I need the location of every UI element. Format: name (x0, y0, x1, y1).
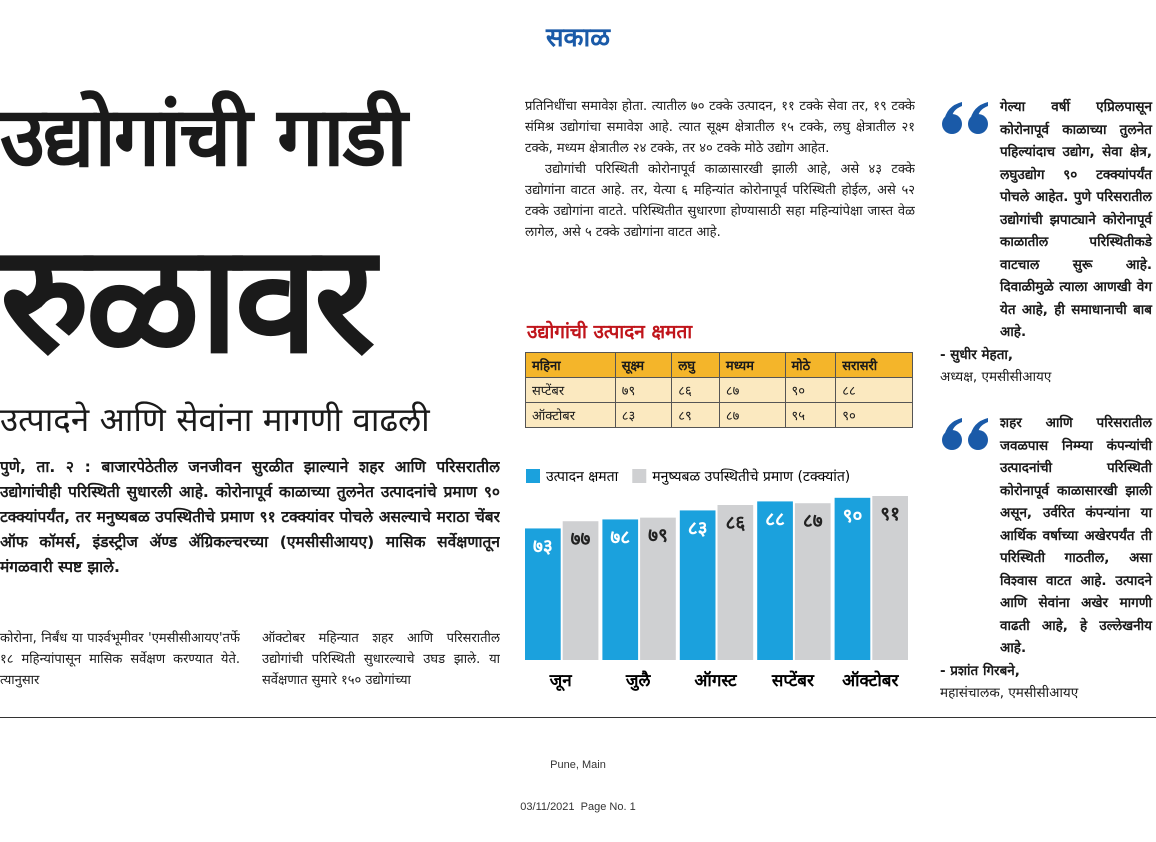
subheadline: उत्पादने आणि सेवांना मागणी वाढली (0, 400, 430, 439)
quote-author: - सुधीर मेहता, (940, 346, 1014, 363)
header-cell: लघु (671, 352, 720, 378)
table-cell: ८३ (614, 402, 673, 428)
bar (640, 517, 676, 660)
legend-label: मनुष्यबळ उपस्थितीचे प्रमाण (टक्क्यांत) (652, 468, 850, 485)
table-cell: ९० (784, 377, 837, 403)
bar (872, 496, 908, 660)
paragraph: उद्योगांची परिस्थिती कोरोनापूर्व काळासार… (525, 162, 915, 240)
table-cell: ८८ (835, 377, 913, 403)
header-cell: सूक्ष्म (614, 352, 673, 378)
body-column: प्रतिनिधींचा समावेश होता. त्यातील ७० टक्… (525, 96, 915, 296)
lead-paragraph: पुणे, ता. २ : बाजारपेठेतील जनजीवन सुरळीत… (0, 458, 500, 576)
masthead: सकाळ (545, 23, 611, 53)
bar (525, 528, 561, 660)
table-cell: ८७ (718, 377, 786, 403)
table-cell: ९० (835, 402, 913, 428)
table-cell: ऑक्टोबर (525, 402, 616, 428)
bar (717, 505, 754, 660)
headline: रुळावर (0, 215, 375, 385)
table-cell: ८९ (671, 402, 720, 428)
footer-edition: Pune, Main (550, 759, 606, 771)
bar-chart: उत्पादन क्षमता मनुष्यबळ उपस्थितीचे प्रमाण… (525, 468, 908, 692)
bar-value-label: ९१ (880, 503, 900, 525)
data-table: महिना सूक्ष्म लघु मध्यम मोठे सरासरी सप्टेंबर ७९… (525, 352, 913, 428)
quote: गेल्या वर्षी एप्रिलपासून कोरोनापूर्व काळ… (940, 96, 1152, 389)
bar-value-label: ७३ (533, 535, 553, 557)
legend-label: उत्पादन क्षमता (546, 469, 619, 485)
x-tick-label: ऑगस्ट (694, 670, 738, 691)
quote-mark (942, 418, 988, 450)
bar-value-label: ८६ (725, 512, 745, 534)
bar (757, 501, 793, 660)
bar-value-label: ८८ (765, 508, 785, 530)
bar (794, 503, 831, 660)
table-cell: ९५ (784, 402, 837, 428)
bar-value-label: ८७ (803, 510, 823, 532)
bar-value-label: ८३ (688, 517, 708, 539)
table-header-row: महिना सूक्ष्म लघु मध्यम मोठे सरासरी (525, 352, 913, 378)
table-cell: ८७ (718, 402, 786, 428)
table-cell: सप्टेंबर (525, 377, 616, 403)
bar-value-label: ७९ (648, 525, 668, 547)
paragraph: प्रतिनिधींचा समावेश होता. त्यातील ७० टक्… (525, 99, 915, 156)
page: सकाळ उद्योगांची गाडी रुळावर उत्पादने आणि… (0, 23, 1156, 813)
header-cell: सरासरी (835, 352, 913, 378)
quote-mark (942, 102, 988, 134)
table-row: ऑक्टोबर ८३ ८९ ८७ ९५ ९० (525, 402, 913, 428)
body-column: ऑक्टोबर महिन्यात शहर आणि परिसरातील उद्यो… (262, 631, 500, 688)
bar (562, 521, 599, 660)
quote-text: शहर आणि परिसरातील जवळपास निम्म्या कंपन्य… (1000, 415, 1152, 656)
quote: शहर आणि परिसरातील जवळपास निम्म्या कंपन्य… (940, 412, 1152, 705)
quote-author: - प्रशांत गिरबने, (940, 662, 1020, 679)
headline: उद्योगांची गाडी (0, 90, 408, 185)
quote-role: महासंचालक, एमसीसीआयए (940, 685, 1079, 701)
legend-swatch (526, 469, 540, 483)
bar-value-label: ७८ (610, 526, 630, 548)
table-cell: ७९ (614, 377, 673, 403)
divider (0, 717, 1156, 718)
footer-date: 03/11/2021 Page No. 1 (520, 801, 636, 813)
quote-text: गेल्या वर्षी एप्रिलपासून कोरोनापूर्व काळ… (1000, 99, 1152, 340)
bar-value-label: ९० (843, 505, 863, 527)
quote-role: अध्यक्ष, एमसीसीआयए (940, 369, 1052, 385)
x-tick-label: जुलै (625, 670, 652, 691)
header-cell: मोठे (784, 352, 837, 378)
x-tick-label: जून (549, 671, 573, 692)
x-tick-label: सप्टेंबर (771, 670, 815, 691)
body-column: कोरोना, निर्बंध या पार्श्वभूमीवर 'एमसीसी… (0, 631, 240, 688)
bar (834, 497, 871, 660)
table-title: उद्योगांची उत्पादन क्षमता (527, 321, 693, 343)
footer: Pune, Main 03/11/2021 Page No. 1 (478, 730, 678, 842)
bar (679, 510, 716, 660)
table-row: सप्टेंबर ७९ ८६ ८७ ९० ८८ (525, 377, 913, 403)
table-cell: ८६ (671, 377, 720, 403)
header-cell: महिना (525, 352, 616, 378)
bar (602, 519, 639, 660)
legend-swatch (632, 469, 647, 483)
bar-value-label: ७७ (571, 528, 591, 550)
x-tick-label: ऑक्टोबर (842, 670, 899, 691)
header-cell: मध्यम (718, 352, 786, 378)
